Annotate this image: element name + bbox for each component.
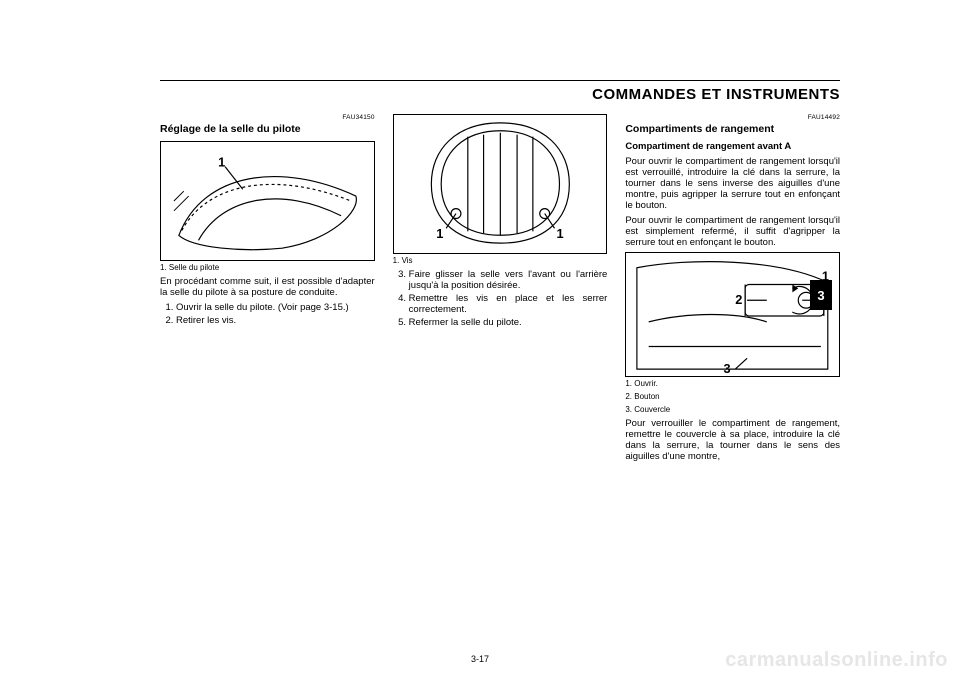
step-item: Faire glisser la selle vers l'avant ou l… bbox=[409, 269, 608, 291]
svg-text:1: 1 bbox=[218, 155, 225, 170]
caption-item: 1. Ouvrir. bbox=[625, 379, 840, 388]
steps-list-2: Faire glisser la selle vers l'avant ou l… bbox=[409, 269, 608, 328]
chapter-tab: 3 bbox=[810, 280, 832, 310]
column-1: FAU34150 Réglage de la selle du pilote 1 bbox=[160, 114, 375, 615]
svg-text:3: 3 bbox=[724, 361, 731, 376]
svg-text:1: 1 bbox=[556, 226, 563, 241]
caption-item: 3. Couvercle bbox=[625, 405, 840, 414]
step-item: Remettre les vis en place et les serrer … bbox=[409, 293, 608, 315]
columns: FAU34150 Réglage de la selle du pilote 1 bbox=[160, 114, 840, 615]
caption-screws: 1. Vis bbox=[393, 256, 608, 265]
body-text: En procédant comme suit, il est possible… bbox=[160, 276, 375, 298]
refcode-1: FAU34150 bbox=[160, 114, 375, 121]
heading-reglage-selle: Réglage de la selle du pilote bbox=[160, 123, 375, 135]
step-item: Refermer la selle du pilote. bbox=[409, 317, 608, 328]
column-3: FAU14492 Compartiments de rangement Comp… bbox=[625, 114, 840, 615]
watermark: carmanualsonline.info bbox=[725, 649, 948, 672]
caption-item: 2. Bouton bbox=[625, 392, 840, 401]
figure-underseat: 1 1 bbox=[393, 114, 608, 254]
figure-seat: 1 bbox=[160, 141, 375, 261]
captions-compartment: 1. Ouvrir. 2. Bouton 3. Couvercle bbox=[625, 379, 840, 414]
subheading-compartiment-a: Compartiment de rangement avant A bbox=[625, 141, 840, 152]
heading-compartiments: Compartiments de rangement bbox=[625, 123, 840, 135]
steps-list-1: Ouvrir la selle du pilote. (Voir page 3-… bbox=[176, 302, 375, 326]
column-2: 1 1 1. Vis Faire glisser la selle vers l… bbox=[393, 114, 608, 615]
section-title: COMMANDES ET INSTRUMENTS bbox=[592, 86, 840, 103]
content-sheet: COMMANDES ET INSTRUMENTS FAU34150 Réglag… bbox=[160, 80, 840, 615]
page: COMMANDES ET INSTRUMENTS FAU34150 Réglag… bbox=[0, 0, 960, 678]
body-text: Pour verrouiller le compartiment de rang… bbox=[625, 418, 840, 462]
step-item: Retirer les vis. bbox=[176, 315, 375, 326]
body-text: Pour ouvrir le compartiment de rangement… bbox=[625, 156, 840, 211]
svg-text:1: 1 bbox=[436, 226, 443, 241]
body-text: Pour ouvrir le compartiment de rangement… bbox=[625, 215, 840, 248]
caption-seat: 1. Selle du pilote bbox=[160, 263, 375, 272]
refcode-3: FAU14492 bbox=[625, 114, 840, 121]
figure-compartment: 1 2 3 bbox=[625, 252, 840, 377]
step-item: Ouvrir la selle du pilote. (Voir page 3-… bbox=[176, 302, 375, 313]
page-number: 3-17 bbox=[471, 654, 489, 664]
svg-text:2: 2 bbox=[736, 292, 743, 307]
top-rule bbox=[160, 80, 840, 81]
